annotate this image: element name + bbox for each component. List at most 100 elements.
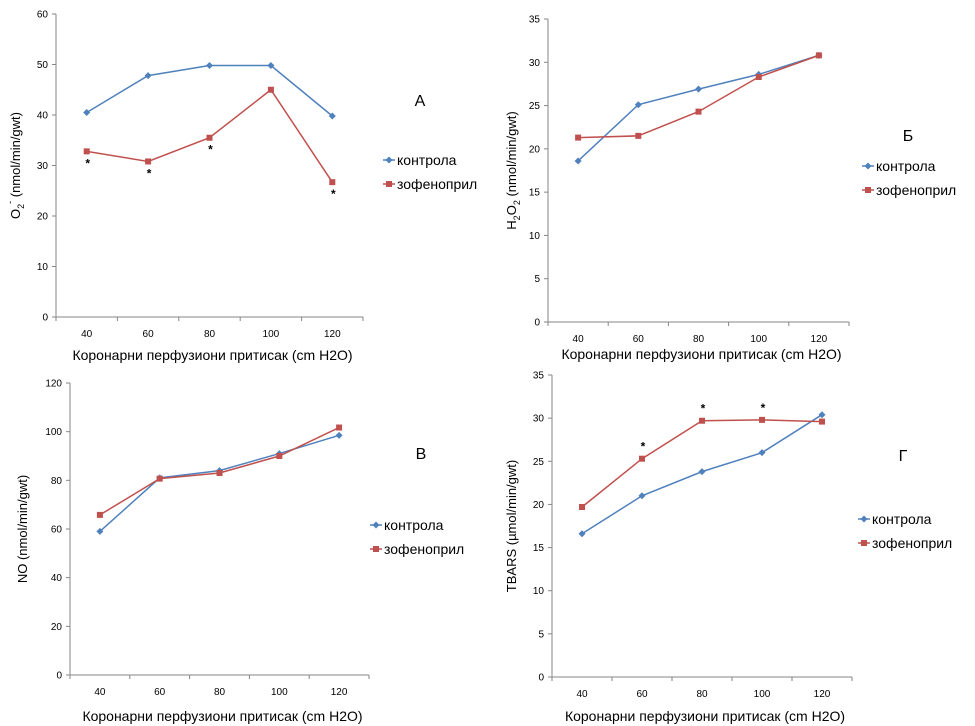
- legend-label: зофеноприл: [872, 535, 952, 551]
- legend-marker: [372, 521, 380, 529]
- data-point: [267, 86, 274, 93]
- x-tick-label: 60: [143, 329, 155, 340]
- legend-marker: [385, 156, 393, 164]
- y-tick-label: 60: [51, 525, 63, 536]
- legend: контрола зофеноприл: [370, 517, 464, 557]
- x-tick-label: 100: [263, 329, 280, 340]
- y-tick-label: 20: [529, 144, 541, 155]
- data-point: [815, 52, 822, 59]
- legend-marker: [864, 162, 872, 170]
- data-point: [578, 530, 586, 538]
- data-point: [96, 527, 104, 535]
- data-point: [634, 101, 642, 109]
- series-control: [578, 411, 826, 538]
- data-point: [755, 74, 762, 81]
- y-axis-label: H2O2 (nmol/min/gwt): [504, 111, 522, 229]
- x-tick-label: 120: [814, 689, 831, 700]
- legend-marker: [386, 181, 392, 187]
- data-point: [328, 112, 336, 120]
- legend-marker: [861, 540, 867, 546]
- y-tick-label: 10: [37, 262, 49, 273]
- y-tick-label: 20: [37, 212, 49, 223]
- series-zofenopril: [575, 52, 822, 141]
- y-tick-label: 35: [533, 371, 545, 382]
- data-point: [156, 475, 163, 482]
- y-tick-label: 0: [56, 671, 62, 682]
- data-point: [216, 470, 223, 477]
- x-axis-label: Коронарни перфузиони притисак (cm H2O): [561, 346, 841, 362]
- data-point: [759, 416, 765, 423]
- y-tick-label: 50: [37, 60, 49, 71]
- y-axis-label: O2- (nmol/min/gwt): [5, 112, 26, 219]
- y-tick-label: 10: [529, 231, 541, 242]
- y-axis-label-main: O: [8, 209, 23, 219]
- significance-asterisk: *: [761, 401, 766, 415]
- data-point: [695, 85, 702, 93]
- data-point: [329, 179, 336, 186]
- data-point: [144, 72, 152, 80]
- y-axis-label-main: O: [504, 205, 519, 215]
- x-tick-label: 60: [636, 689, 648, 700]
- series-line: [577, 54, 820, 162]
- y-tick-label: 0: [42, 313, 48, 324]
- legend: контрола зофеноприл: [858, 511, 952, 551]
- y-tick-label: 100: [45, 427, 62, 438]
- y-tick-label: 0: [538, 673, 544, 684]
- y-tick-label: 15: [529, 188, 541, 199]
- y-axis-label-unit: (nmol/min/gwt): [8, 112, 23, 201]
- y-tick-label: 30: [37, 161, 49, 172]
- panel-label: Г: [899, 448, 908, 465]
- x-tick-label: 120: [324, 329, 341, 340]
- data-point: [83, 108, 91, 116]
- x-tick-label: 80: [204, 329, 216, 340]
- x-tick-label: 80: [693, 334, 705, 345]
- panel-label: Б: [903, 128, 914, 145]
- panel-label: А: [415, 93, 426, 110]
- y-tick-label: 20: [51, 622, 63, 633]
- series-line: [581, 419, 823, 508]
- data-point: [574, 157, 582, 165]
- data-point: [638, 492, 646, 500]
- y-tick-label: 35: [529, 15, 541, 26]
- significance-asterisk: *: [208, 143, 213, 157]
- data-point: [96, 511, 103, 518]
- series-zofenopril: [96, 424, 343, 518]
- legend-marker: [860, 515, 868, 523]
- y-tick-label: 5: [538, 629, 544, 640]
- x-tick-label: 80: [214, 687, 226, 698]
- y-tick-label: 40: [51, 573, 63, 584]
- data-point: [635, 132, 642, 139]
- series-zofenopril: [579, 416, 825, 511]
- legend: контрола зофеноприл: [862, 158, 956, 198]
- legend-marker: [373, 546, 379, 552]
- y-tick-label: 30: [529, 58, 541, 69]
- chart-panel-1: 0 10 20 30 40 50 60 40 60 80 100 120 Коронарни перфу…: [5, 10, 477, 364]
- legend-label: зофеноприл: [876, 182, 956, 198]
- data-point: [206, 62, 213, 70]
- y-tick-label: 60: [37, 10, 49, 21]
- series-line: [99, 434, 340, 532]
- x-tick-label: 40: [576, 689, 588, 700]
- y-tick-label: 30: [533, 414, 545, 425]
- y-axis-label: NO (nmol/min/gwt): [15, 475, 30, 583]
- y-tick-label: 5: [534, 274, 540, 285]
- y-axis-label-subscript: 2: [512, 215, 522, 220]
- y-tick-label: 40: [37, 111, 49, 122]
- y-tick-label: 120: [45, 379, 62, 390]
- significance-asterisk: *: [331, 187, 336, 201]
- data-point: [575, 134, 582, 141]
- x-tick-label: 40: [81, 329, 93, 340]
- x-tick-label: 60: [633, 334, 645, 345]
- series-line: [578, 54, 820, 139]
- series-zofenopril: [83, 86, 336, 186]
- significance-asterisk: *: [85, 156, 90, 170]
- y-axis-label-unit: (nmol/min/gwt): [504, 111, 519, 200]
- data-point: [336, 424, 343, 431]
- series-control: [83, 62, 336, 120]
- significance-asterisk: *: [701, 402, 706, 416]
- chart-panel-3: 0 20 40 60 80 100 120 40 60 80 100 120 Коронарни пер…: [15, 379, 464, 725]
- data-point: [276, 453, 283, 459]
- data-point: [579, 504, 585, 511]
